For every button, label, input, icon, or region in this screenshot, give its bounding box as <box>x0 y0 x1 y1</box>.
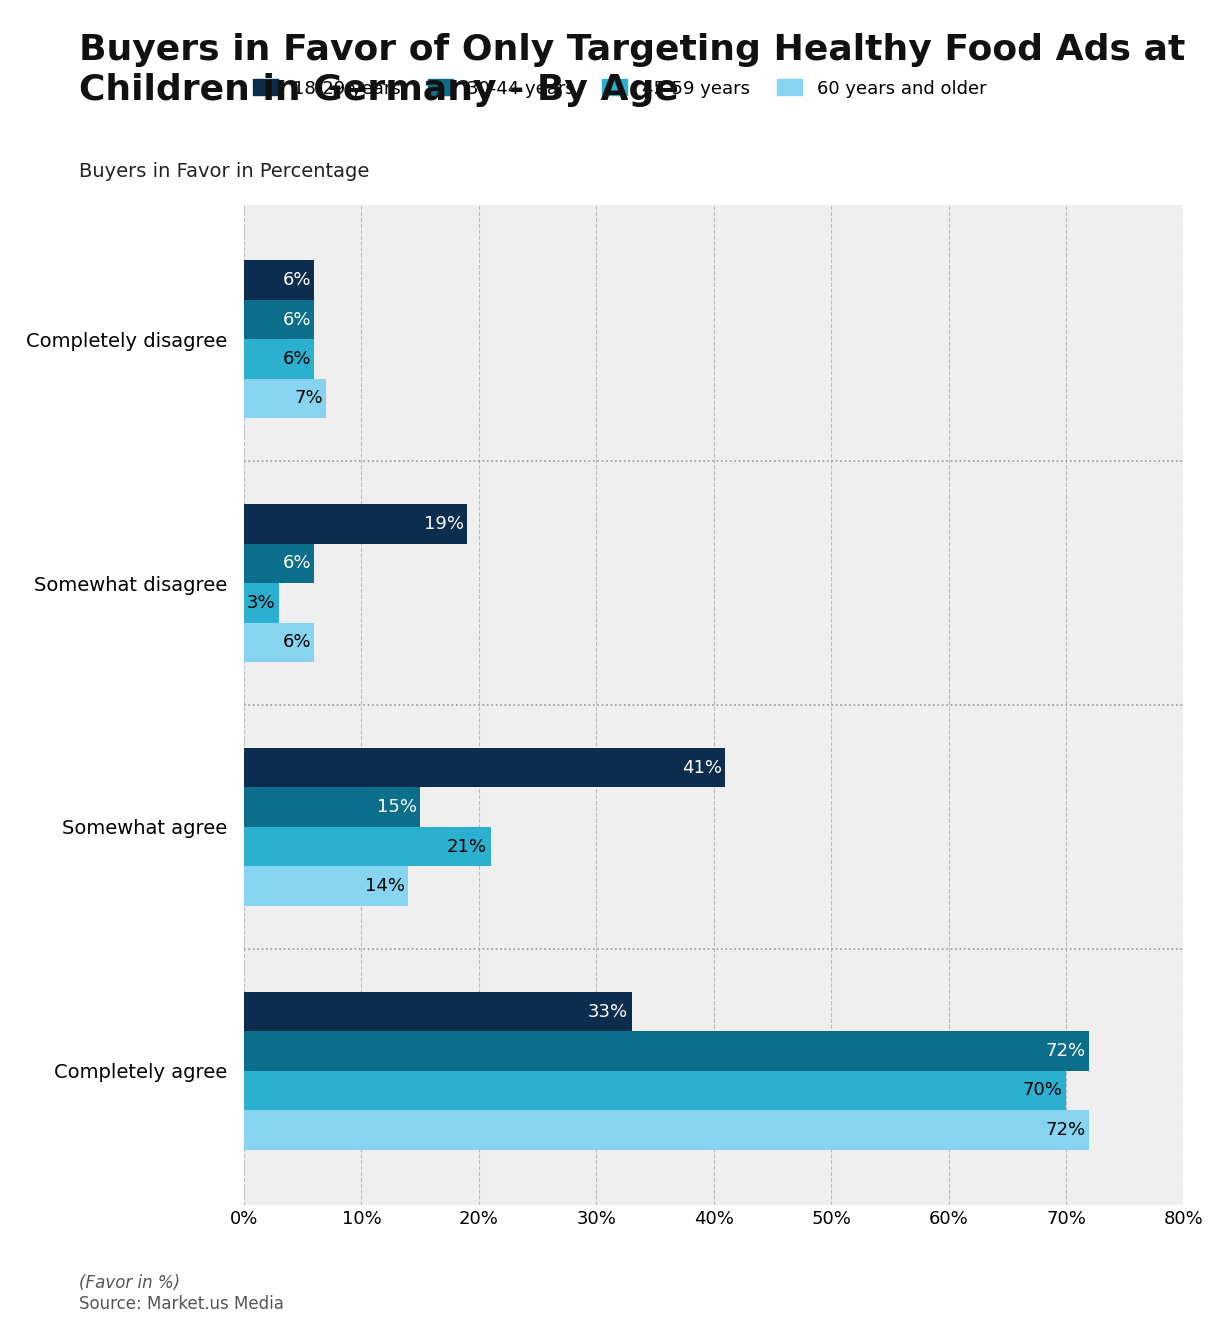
Bar <box>244 622 315 662</box>
Text: 6%: 6% <box>283 633 311 651</box>
Bar <box>244 379 326 418</box>
Bar <box>244 544 315 583</box>
Text: 7%: 7% <box>294 389 322 408</box>
Text: 41%: 41% <box>682 759 722 777</box>
Bar <box>244 866 409 906</box>
Bar <box>244 748 726 788</box>
Bar <box>244 261 315 299</box>
Bar <box>244 992 632 1031</box>
Text: 33%: 33% <box>588 1002 628 1021</box>
Text: 21%: 21% <box>447 838 487 855</box>
Text: 70%: 70% <box>1022 1082 1063 1099</box>
Text: 15%: 15% <box>377 798 416 816</box>
Text: Source: Market.us Media: Source: Market.us Media <box>79 1295 284 1313</box>
Bar <box>244 299 315 339</box>
Text: 6%: 6% <box>283 311 311 328</box>
Bar <box>244 339 315 379</box>
Text: 19%: 19% <box>423 515 464 534</box>
Text: Buyers in Favor in Percentage: Buyers in Favor in Percentage <box>79 162 370 180</box>
Text: 6%: 6% <box>283 271 311 289</box>
Text: Buyers in Favor of Only Targeting Healthy Food Ads at
Children in Germany - By A: Buyers in Favor of Only Targeting Health… <box>79 33 1186 106</box>
Bar <box>244 828 490 866</box>
Bar <box>244 788 420 828</box>
Text: 72%: 72% <box>1046 1042 1086 1061</box>
Text: 72%: 72% <box>1046 1121 1086 1139</box>
Bar <box>244 1031 1089 1071</box>
Bar <box>244 583 279 622</box>
Text: 6%: 6% <box>283 555 311 572</box>
Text: (Favor in %): (Favor in %) <box>79 1274 181 1292</box>
Text: 6%: 6% <box>283 350 311 368</box>
Bar <box>244 1111 1089 1149</box>
Text: 3%: 3% <box>248 594 276 612</box>
Bar <box>244 504 467 544</box>
Legend: 18-29 years, 30-44 years, 45-59 years, 60 years and older: 18-29 years, 30-44 years, 45-59 years, 6… <box>253 79 986 98</box>
Text: 14%: 14% <box>365 876 405 895</box>
Bar <box>244 1071 1066 1111</box>
